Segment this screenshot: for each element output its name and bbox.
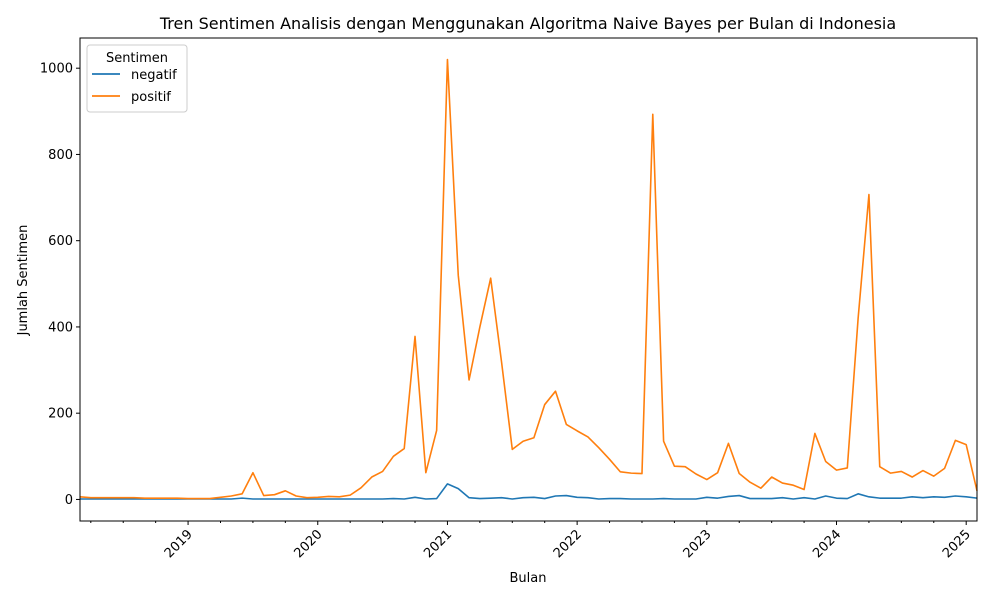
y-tick-label: 600 [48,234,73,249]
y-tick-label: 0 [65,493,73,508]
series-line-negatif [80,483,978,500]
series-line-positif [79,58,978,500]
y-axis-label: Jumlah Sentimen [16,225,31,337]
legend-entries: negatif positif [92,68,177,105]
legend: Sentimen negatif positif [86,44,188,113]
chart-title: Tren Sentimen Analisis dengan Menggunaka… [159,14,896,33]
legend-label-negatif: negatif [131,68,177,83]
y-tick-label: 400 [48,320,73,335]
legend-title: Sentimen [106,51,168,66]
y-tick-label: 1000 [40,62,73,77]
plot-lines [79,58,978,500]
plot-frame [79,37,978,522]
y-tick-label: 200 [48,407,73,422]
x-axis-label: Bulan [510,571,547,586]
y-axis: 0 200 400 600 800 1000 [40,62,80,508]
y-tick-label: 800 [48,148,73,163]
legend-label-positif: positif [131,90,171,105]
